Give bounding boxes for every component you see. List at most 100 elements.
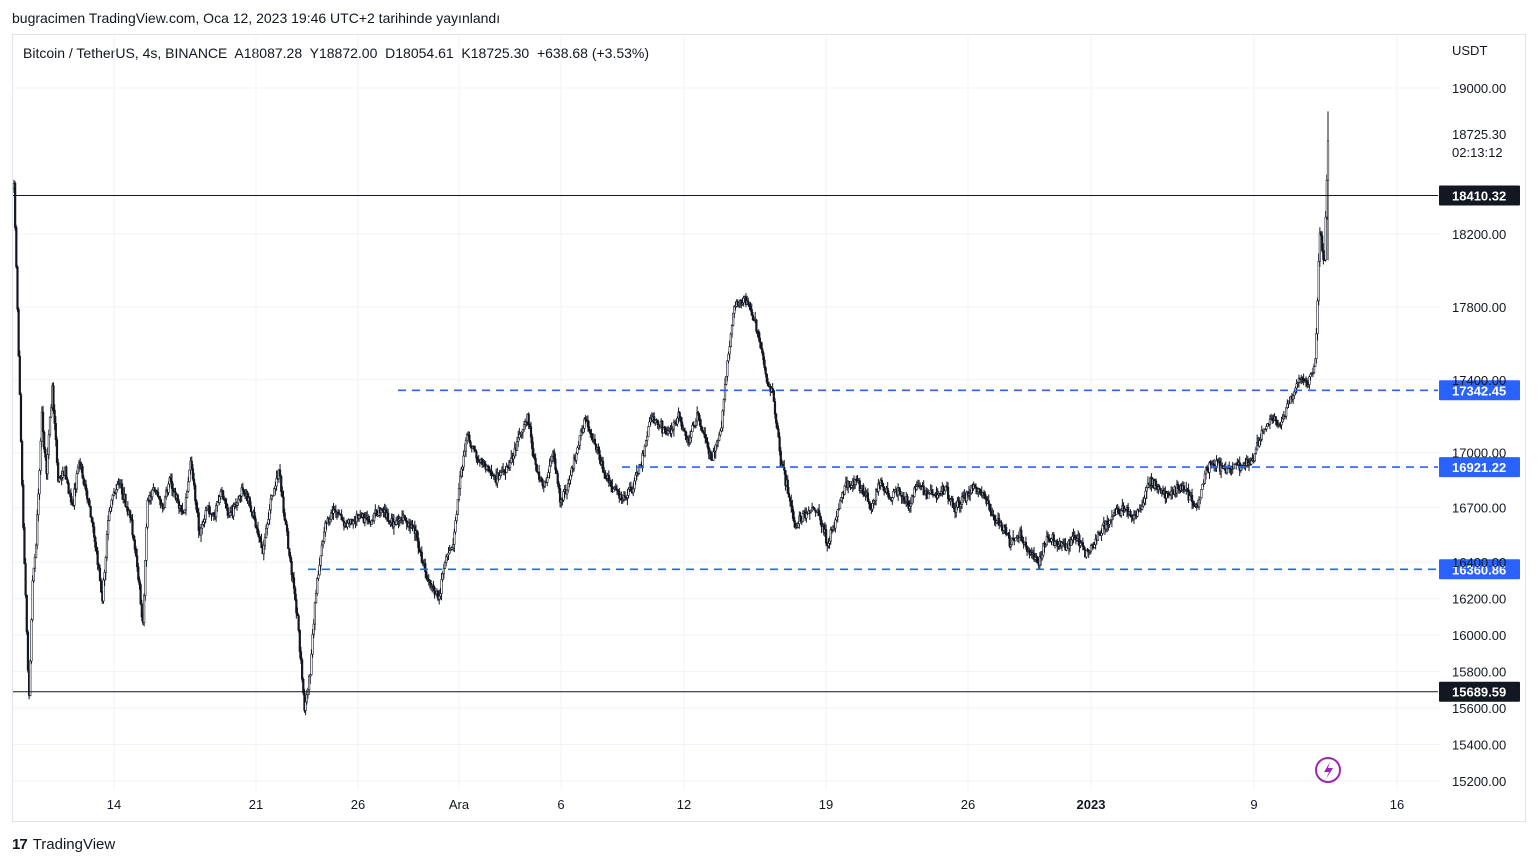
y-tick-label: 18200.00 bbox=[1452, 227, 1506, 242]
candle-body bbox=[700, 426, 703, 431]
candle-body bbox=[684, 430, 687, 436]
candle-body bbox=[694, 420, 698, 426]
candle-body bbox=[1048, 537, 1051, 541]
candle-body bbox=[779, 450, 782, 467]
candle-body bbox=[1073, 535, 1076, 538]
candle-body bbox=[288, 548, 291, 556]
candle-body bbox=[302, 678, 305, 694]
candle-body bbox=[109, 507, 112, 512]
candle-body bbox=[133, 539, 136, 550]
candle-body bbox=[1200, 489, 1203, 499]
countdown-label: 02:13:12 bbox=[1452, 145, 1503, 160]
candle-body bbox=[296, 612, 299, 616]
candle-body bbox=[235, 502, 239, 506]
candle-body bbox=[15, 227, 18, 268]
candle-body bbox=[775, 413, 778, 424]
candle-body bbox=[216, 501, 219, 506]
candle-body bbox=[591, 433, 594, 440]
candle-body bbox=[108, 510, 111, 521]
candle-body bbox=[163, 496, 167, 508]
candle-body bbox=[292, 577, 296, 589]
candle-body bbox=[278, 469, 282, 477]
candle-body bbox=[447, 552, 450, 556]
candle-body bbox=[593, 438, 597, 445]
x-tick-label: Ara bbox=[449, 797, 470, 812]
candle-body bbox=[1282, 415, 1285, 420]
candle-body bbox=[259, 537, 262, 543]
candle-body bbox=[1188, 495, 1191, 501]
y-tick-label: 16000.00 bbox=[1452, 628, 1506, 643]
brand[interactable]: 17 TradingView bbox=[12, 836, 115, 853]
candle-body bbox=[1197, 499, 1201, 508]
candle-body bbox=[1182, 485, 1186, 492]
candle-body bbox=[196, 508, 199, 514]
candle-body bbox=[270, 495, 274, 500]
candle-body bbox=[704, 433, 707, 439]
candle-body bbox=[38, 470, 41, 495]
candle-body bbox=[646, 436, 649, 441]
candle-body bbox=[439, 593, 442, 597]
candle-body bbox=[490, 470, 493, 476]
candle-body bbox=[791, 505, 794, 512]
candle-body bbox=[463, 450, 466, 457]
candle-body bbox=[558, 488, 562, 503]
brand-label: TradingView bbox=[32, 836, 116, 853]
candle-body bbox=[1254, 448, 1258, 454]
candle-body bbox=[512, 455, 515, 460]
candle-body bbox=[418, 547, 421, 552]
candle-body bbox=[557, 483, 560, 489]
alert-icon[interactable] bbox=[1315, 757, 1341, 783]
level-price-tag bbox=[1439, 559, 1520, 580]
candle-body bbox=[835, 516, 838, 521]
candle-body bbox=[670, 429, 673, 434]
candle-body bbox=[797, 523, 800, 528]
candle-body bbox=[47, 434, 50, 455]
level-price-tag bbox=[1439, 457, 1520, 478]
candle-body bbox=[58, 477, 61, 482]
level-price-tag bbox=[1439, 380, 1520, 401]
candle-body bbox=[262, 544, 265, 555]
candle-body bbox=[517, 437, 520, 442]
candle-body bbox=[1199, 497, 1202, 501]
candle-body bbox=[459, 475, 462, 489]
candle-body bbox=[298, 630, 301, 652]
candle-body bbox=[828, 540, 831, 544]
candle-body bbox=[468, 434, 471, 443]
last-price-label: 18725.30 bbox=[1452, 127, 1506, 142]
candle-body bbox=[420, 551, 423, 563]
candle-body bbox=[1268, 419, 1272, 425]
candle-body bbox=[452, 544, 455, 548]
y-tick-label: 15200.00 bbox=[1452, 774, 1506, 789]
candle-body bbox=[462, 455, 465, 468]
candle-body bbox=[534, 458, 537, 465]
candle-body bbox=[321, 541, 325, 546]
candle-body bbox=[332, 508, 335, 514]
candle-body bbox=[249, 505, 253, 513]
candle-body bbox=[814, 509, 817, 513]
candle-body bbox=[267, 519, 270, 525]
candle-body bbox=[137, 566, 140, 580]
candle-body bbox=[295, 599, 298, 614]
candle-body bbox=[1008, 535, 1011, 547]
candle-body bbox=[550, 455, 554, 462]
time-axis: 14 21 26 Ara 6 12 19 26 2023 9 16 bbox=[107, 797, 1404, 812]
candle-body bbox=[987, 500, 990, 505]
candle-body bbox=[705, 437, 708, 443]
candle-body bbox=[973, 484, 976, 488]
candle-body bbox=[624, 495, 627, 498]
candle-body bbox=[34, 544, 38, 558]
candle-body bbox=[1295, 383, 1298, 389]
candle-body bbox=[1100, 533, 1103, 536]
candle-body bbox=[472, 446, 476, 450]
candle-body bbox=[287, 531, 290, 549]
candle-body bbox=[718, 434, 721, 441]
candle-body bbox=[747, 300, 750, 305]
candle-body bbox=[1129, 511, 1132, 516]
candle-body bbox=[1024, 541, 1028, 547]
candle-body bbox=[720, 427, 723, 432]
candle-body bbox=[151, 489, 154, 498]
candle-body bbox=[324, 522, 327, 533]
candle-body bbox=[759, 341, 763, 349]
candle-body bbox=[529, 426, 533, 438]
